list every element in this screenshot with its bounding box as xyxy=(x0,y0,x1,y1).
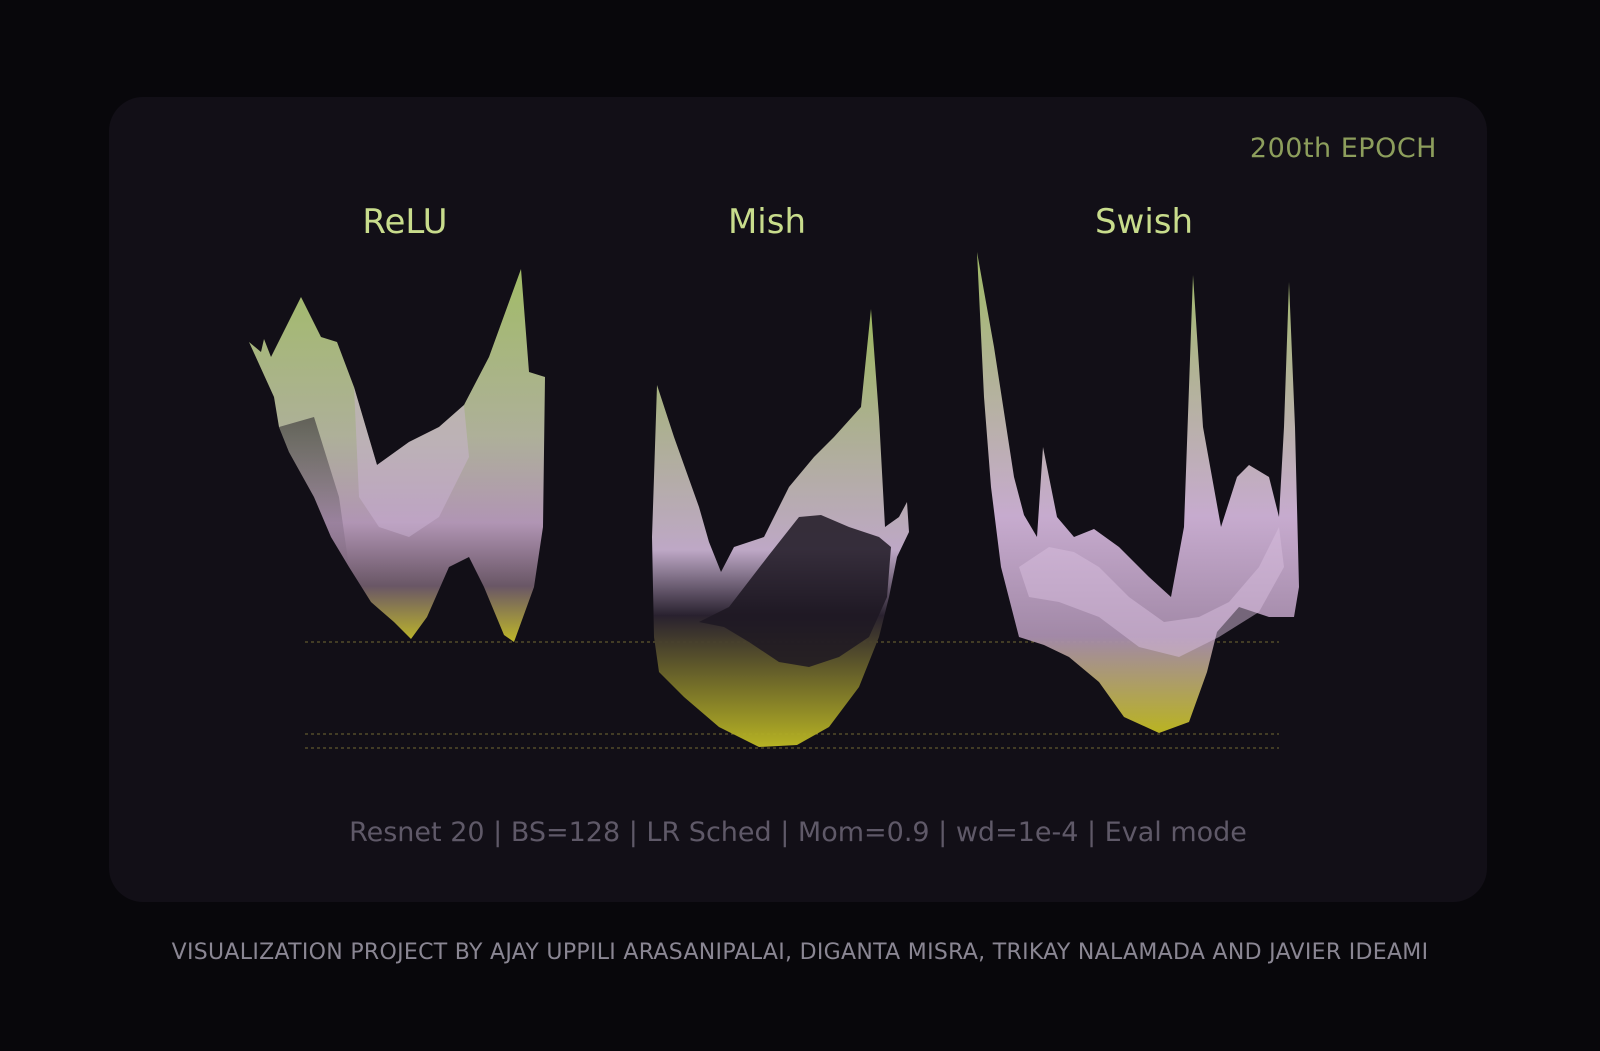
relu-surface xyxy=(249,269,545,642)
credits-line: VISUALIZATION PROJECT BY AJAY UPPILI ARA… xyxy=(171,940,1429,965)
loss-landscape-visual xyxy=(249,252,1299,749)
relu-title: ReLU xyxy=(362,202,448,242)
swish-surface xyxy=(977,252,1299,733)
training-config-caption: Resnet 20 | BS=128 | LR Sched | Mom=0.9 … xyxy=(349,817,1247,848)
epoch-label: 200th EPOCH xyxy=(1249,133,1437,164)
visualization-card: 200th EPOCH xyxy=(109,97,1487,902)
swish-title: Swish xyxy=(1094,202,1194,242)
mish-title: Mish xyxy=(727,202,807,242)
mish-surface xyxy=(652,309,909,747)
